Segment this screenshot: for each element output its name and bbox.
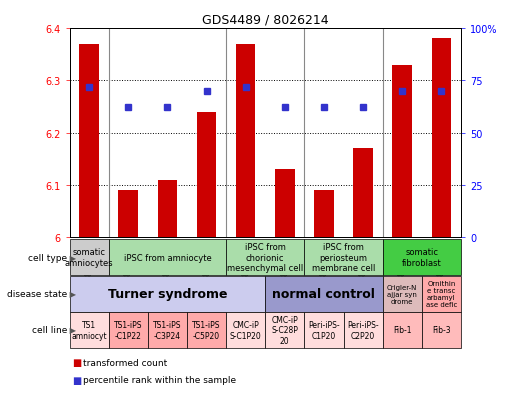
Text: percentile rank within the sample: percentile rank within the sample (83, 375, 236, 385)
Text: ▶: ▶ (67, 290, 76, 298)
Bar (197, 112, 216, 237)
Text: Turner syndrome: Turner syndrome (108, 287, 227, 300)
Text: cell type: cell type (28, 253, 67, 262)
Text: Crigler-N
ajjar syn
drome: Crigler-N ajjar syn drome (387, 284, 417, 304)
Text: Ornithin
e transc
arbamyl
ase defic: Ornithin e transc arbamyl ase defic (426, 280, 457, 307)
Text: transformed count: transformed count (83, 358, 168, 367)
Bar (158, 180, 177, 237)
Text: iPSC from
chorionic
mesenchymal cell: iPSC from chorionic mesenchymal cell (227, 243, 303, 272)
Bar (353, 149, 373, 237)
Bar (236, 45, 255, 237)
Text: CMC-iP
S-C28P
20: CMC-iP S-C28P 20 (271, 316, 298, 345)
Text: ▶: ▶ (67, 326, 76, 335)
Text: disease state: disease state (7, 290, 67, 298)
Text: Fib-1: Fib-1 (393, 326, 411, 335)
Text: CMC-iP
S-C1P20: CMC-iP S-C1P20 (230, 320, 262, 340)
Text: Peri-iPS-
C2P20: Peri-iPS- C2P20 (347, 320, 379, 340)
Text: iPSC from
periosteum
membrane cell: iPSC from periosteum membrane cell (312, 243, 375, 272)
Text: TS1
amniocyt: TS1 amniocyt (71, 320, 107, 340)
Bar (275, 170, 295, 237)
Bar (79, 45, 99, 237)
Text: ▶: ▶ (67, 253, 76, 262)
Text: cell line: cell line (31, 326, 67, 335)
Text: normal control: normal control (272, 287, 375, 300)
Text: ■: ■ (72, 375, 81, 385)
Text: Peri-iPS-
C1P20: Peri-iPS- C1P20 (308, 320, 340, 340)
Title: GDS4489 / 8026214: GDS4489 / 8026214 (202, 13, 329, 26)
Text: TS1-iPS
-C3P24: TS1-iPS -C3P24 (153, 320, 182, 340)
Text: somatic
fibroblast: somatic fibroblast (402, 248, 442, 267)
Bar (314, 190, 334, 237)
Text: ■: ■ (72, 358, 81, 368)
Text: somatic
amniocytes: somatic amniocytes (65, 248, 113, 267)
Text: Fib-3: Fib-3 (432, 326, 451, 335)
Text: iPSC from amniocyte: iPSC from amniocyte (124, 253, 211, 262)
Bar (392, 65, 412, 237)
Bar (432, 39, 451, 237)
Text: TS1-iPS
-C5P20: TS1-iPS -C5P20 (192, 320, 221, 340)
Text: TS1-iPS
-C1P22: TS1-iPS -C1P22 (114, 320, 143, 340)
Bar (118, 190, 138, 237)
